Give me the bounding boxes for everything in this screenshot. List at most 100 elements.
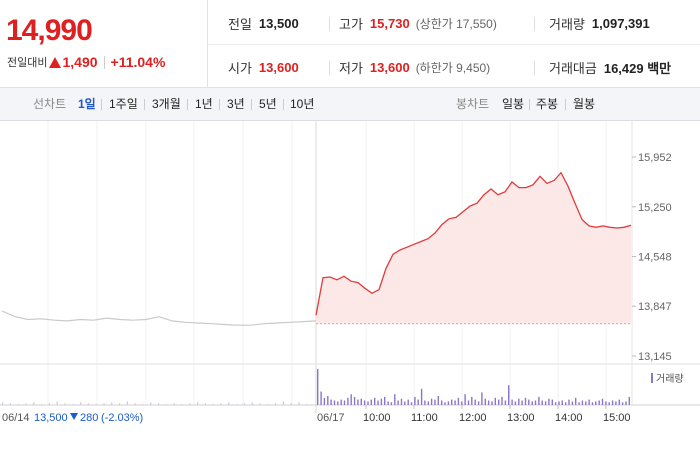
divider (283, 99, 284, 110)
volume-bar (330, 399, 332, 405)
volume-bar (9, 403, 11, 405)
volume-bar (595, 401, 597, 405)
period-1w[interactable]: 1주일 (109, 97, 138, 111)
volume-bar (367, 401, 369, 405)
stat-label: 전일 (228, 16, 252, 32)
volume-bar (457, 397, 460, 405)
volume-bar (17, 404, 19, 405)
volume-bar (618, 399, 620, 405)
change-percent: +11.04% (110, 54, 166, 70)
prev-date-label: 06/14 (2, 412, 30, 424)
period-1y[interactable]: 1년 (195, 97, 213, 111)
stat-low: 저가 13,600 (하한가 9,450) (339, 57, 490, 77)
period-1d[interactable]: 1일 (78, 97, 96, 111)
volume-bar (585, 401, 587, 405)
volume-bar (337, 401, 339, 405)
volume-bar (333, 400, 336, 405)
volume-bar (437, 396, 439, 405)
candle-monthly[interactable]: 월봉 (573, 97, 596, 111)
stat-high: 고가 15,730 (상한가 17,550) (339, 13, 497, 33)
volume-bar (275, 403, 277, 405)
volume-bar (103, 403, 105, 405)
volume-bar (397, 400, 399, 405)
period-10y[interactable]: 10년 (290, 97, 315, 111)
x-tick-label: 13:00 (507, 412, 535, 424)
volume-bar (134, 403, 136, 405)
today-series (315, 171, 632, 325)
volume-bar (461, 401, 463, 405)
volume-bar (467, 400, 470, 405)
candle-daily[interactable]: 일봉 (502, 97, 525, 111)
volume-bar (150, 402, 152, 405)
volume-bar (484, 398, 486, 405)
volume-bar (561, 400, 563, 405)
volume-bar (306, 404, 308, 405)
stat-prev-close: 전일 13,500 (228, 13, 299, 33)
period-5y[interactable]: 5년 (259, 97, 277, 111)
volume-bar (298, 402, 300, 405)
volume-bar (317, 369, 319, 405)
today-area (316, 172, 631, 324)
stat-value: 16,429 백만 (603, 60, 672, 76)
volume-bar (430, 398, 433, 405)
prev-day-line (1, 310, 317, 326)
volume-bar (464, 394, 466, 405)
candle-weekly[interactable]: 주봉 (536, 97, 559, 111)
divider (101, 99, 102, 110)
volume-bar (531, 401, 533, 405)
volume-bar (578, 402, 580, 405)
volume-bar (220, 403, 222, 405)
volume-bar (377, 400, 379, 405)
divider (534, 17, 535, 31)
volume-bar (33, 402, 35, 405)
up-triangle-icon (49, 56, 62, 68)
volume-bar (417, 399, 419, 405)
volume-bar (451, 399, 453, 405)
period-3y[interactable]: 3년 (227, 97, 245, 111)
stat-open: 시가 13,600 (228, 57, 299, 77)
volume-bar (611, 400, 614, 405)
x-axis: 06/14 13,500 280 (-2.03%) 06/17 10:00 11:00 12:… (2, 405, 631, 424)
volume-bar (571, 401, 574, 405)
x-tick-label: 15:00 (603, 412, 631, 424)
volume-bar (434, 399, 436, 405)
volume-bar (424, 400, 426, 405)
volume-bar (189, 403, 191, 405)
volume-bar (414, 396, 416, 405)
stat-value: 13,600 (369, 59, 410, 75)
volume-bar (347, 397, 349, 405)
volume-bar (48, 403, 50, 405)
volume-legend-label: 거래량 (656, 373, 684, 385)
volume-bar (126, 401, 128, 405)
volume-bar (404, 401, 406, 405)
divider (329, 61, 330, 75)
change-amount: 1,490 (62, 54, 98, 70)
volume-bar (363, 400, 366, 405)
x-tick-label: 10:00 (363, 412, 391, 424)
prev-change-percent: (-2.03%) (101, 412, 143, 424)
volume-bar (608, 402, 610, 405)
volume-bar (374, 397, 376, 405)
volume-bar (360, 398, 362, 405)
chart-toolbar: 선차트 1일 1주일 3개월 1년 3년 5년 10년 봉차트 일봉 주봉 월봉 (0, 88, 700, 121)
volume-bar (558, 401, 560, 405)
volume-bar (228, 402, 230, 405)
volume-bar (165, 404, 167, 405)
volume-bar (601, 398, 604, 405)
volume-legend-swatch (651, 373, 653, 383)
volume-bar (447, 401, 450, 405)
stat-amount: 거래대금 16,429 백만 (549, 57, 671, 77)
volume-bar (541, 400, 543, 405)
period-3m[interactable]: 3개월 (152, 97, 181, 111)
divider (565, 99, 566, 110)
price-change: 전일대비 1,490 +11.04% (7, 54, 165, 70)
volume-bar (591, 402, 594, 405)
volume-bar (444, 402, 446, 405)
volume-bar (87, 403, 89, 405)
price-chart: 15,952 15,250 14,548 13,847 13,145 거래량 06/14… (0, 121, 700, 424)
volume-bar (551, 399, 553, 405)
volume-bar (282, 401, 284, 405)
volume-bar (588, 399, 590, 405)
current-price: 14,990 (6, 14, 93, 47)
volume-bar (538, 396, 540, 405)
